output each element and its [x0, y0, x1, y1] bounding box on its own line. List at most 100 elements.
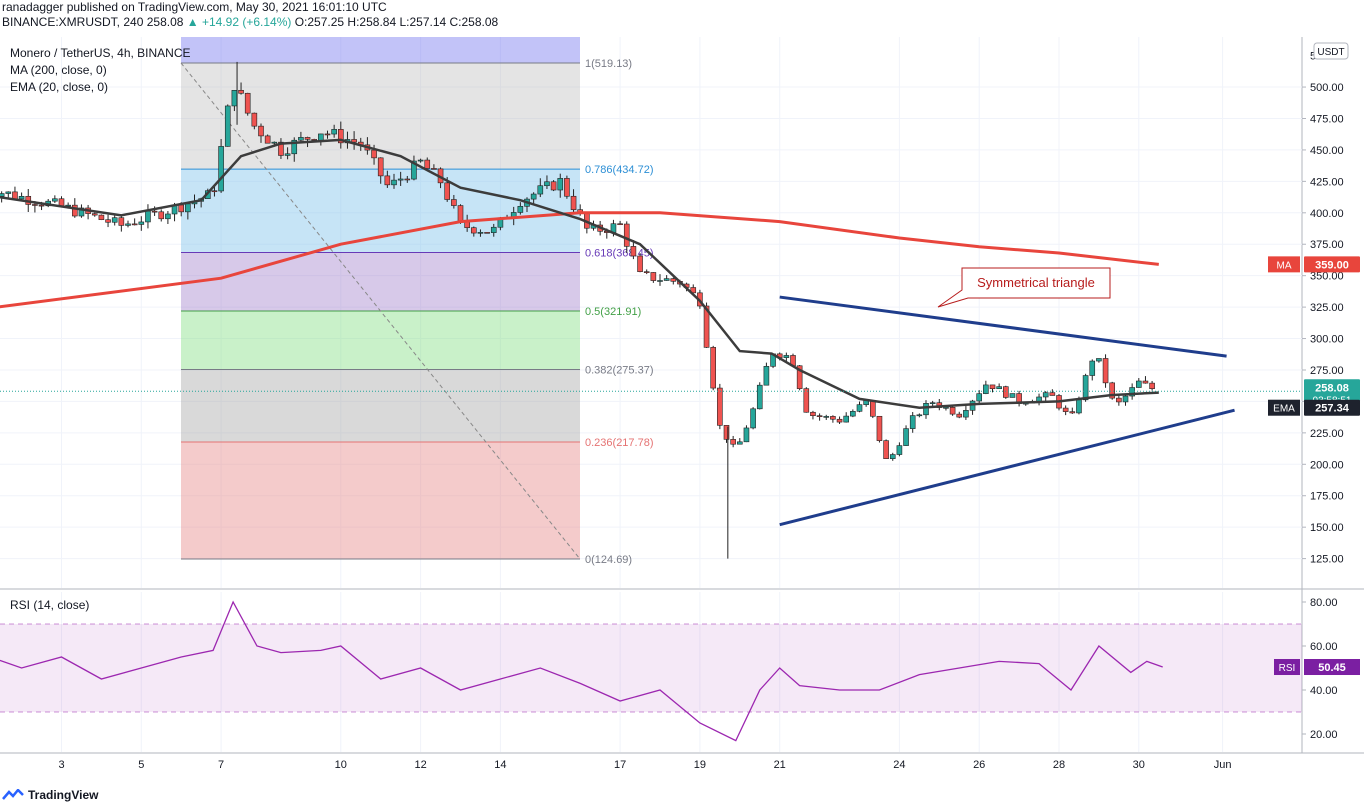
candle [78, 204, 85, 218]
candle [1089, 359, 1096, 381]
candle [244, 92, 251, 116]
candle [637, 253, 643, 273]
y-tick-label: 375.00 [1310, 239, 1344, 251]
currency-badge[interactable]: USDT [1313, 42, 1349, 60]
tradingview-logo[interactable]: TradingView [2, 788, 98, 802]
ma-200-line[interactable] [0, 211, 1159, 310]
candle [537, 178, 544, 198]
candle [298, 131, 304, 143]
candle [404, 175, 411, 183]
candle [1142, 376, 1149, 384]
candle-body [856, 404, 863, 412]
candle-body [411, 160, 417, 180]
candle-body [1049, 392, 1056, 396]
candle-body [185, 203, 191, 213]
trendline-lower[interactable] [779, 408, 1235, 527]
candle [1102, 354, 1109, 388]
candle-body [750, 408, 756, 429]
ma-legend[interactable]: MA (200, close, 0) [10, 63, 107, 77]
candle [377, 157, 384, 184]
candle [836, 416, 843, 425]
rsi-legend[interactable]: RSI (14, close) [10, 598, 90, 612]
candle [391, 173, 397, 189]
price-badge-tag [1268, 399, 1300, 416]
candle-body [424, 159, 431, 169]
y-tick-label: 425.00 [1310, 176, 1344, 188]
candle [643, 269, 650, 275]
ema-20-line[interactable] [0, 138, 1159, 409]
candle [816, 413, 823, 421]
candle [118, 214, 125, 232]
candle [284, 147, 291, 160]
ema-legend[interactable]: EMA (20, close, 0) [10, 80, 109, 94]
price-badge-label: MA [1277, 260, 1292, 271]
candle-body [816, 415, 823, 418]
candle-body [723, 425, 730, 440]
candle-body [404, 178, 411, 181]
candle-body [663, 278, 670, 281]
candle-body [238, 90, 244, 94]
candle [1062, 405, 1069, 416]
candle-body [38, 204, 45, 207]
candle-body [0, 193, 5, 197]
candle [557, 173, 564, 198]
candle-body [617, 223, 623, 226]
y-tick-label: 125.00 [1310, 554, 1344, 566]
x-tick-label: 28 [1053, 759, 1065, 771]
candle-body [717, 387, 723, 426]
candle [896, 442, 903, 457]
candle-body [1069, 411, 1076, 414]
candle [670, 277, 677, 285]
candle [238, 82, 244, 95]
candle [224, 104, 231, 147]
candle [630, 240, 637, 260]
candle [564, 175, 570, 199]
candle-body [231, 90, 238, 107]
publisher-line: ranadagger published on TradingView.com,… [2, 0, 387, 14]
candle [1136, 378, 1142, 388]
candle-body [1122, 395, 1129, 403]
fib-zone [181, 441, 580, 559]
candle-body [351, 139, 357, 143]
candle-body [271, 141, 278, 144]
candle-body [451, 199, 457, 206]
candle-body [623, 223, 630, 247]
candle-body [105, 219, 111, 223]
candle [996, 383, 1002, 390]
rsi-value-badge [1304, 659, 1360, 676]
candle [331, 124, 337, 138]
candle-body [557, 178, 564, 191]
candle [550, 180, 557, 192]
candles[interactable] [0, 61, 1155, 559]
x-tick-label: 5 [138, 759, 144, 771]
candle-body [444, 182, 451, 200]
candle [91, 212, 98, 217]
candle [158, 209, 165, 222]
rsi-line[interactable] [0, 600, 1163, 742]
y-tick-label: 225.00 [1310, 428, 1344, 440]
candle [743, 425, 750, 443]
rsi-pane[interactable]: 20.00 40.00 60.00 80.00 50.45 RSI [0, 597, 1360, 742]
candle-body [258, 125, 264, 137]
candle [650, 272, 657, 283]
candle-body [1149, 382, 1155, 389]
x-tick-label: 26 [973, 759, 985, 771]
candle-body [850, 411, 856, 417]
candle-body [1096, 358, 1102, 362]
candle-body [830, 416, 836, 420]
fib-level-label: 0.618(368.45) [585, 247, 654, 259]
candle-body [756, 384, 763, 410]
candle-body [909, 415, 916, 429]
last-price: 258.08 [146, 15, 184, 29]
rsi-tick-label: 80.00 [1310, 597, 1338, 609]
annotation-callout[interactable]: Symmetrical triangle [937, 267, 1111, 308]
candle [484, 232, 490, 234]
candle [424, 157, 431, 169]
candle [251, 112, 258, 130]
candle [337, 121, 344, 149]
x-tick-label: Jun [1214, 759, 1232, 771]
candle-body [916, 414, 923, 417]
trendline-upper[interactable] [779, 295, 1227, 358]
